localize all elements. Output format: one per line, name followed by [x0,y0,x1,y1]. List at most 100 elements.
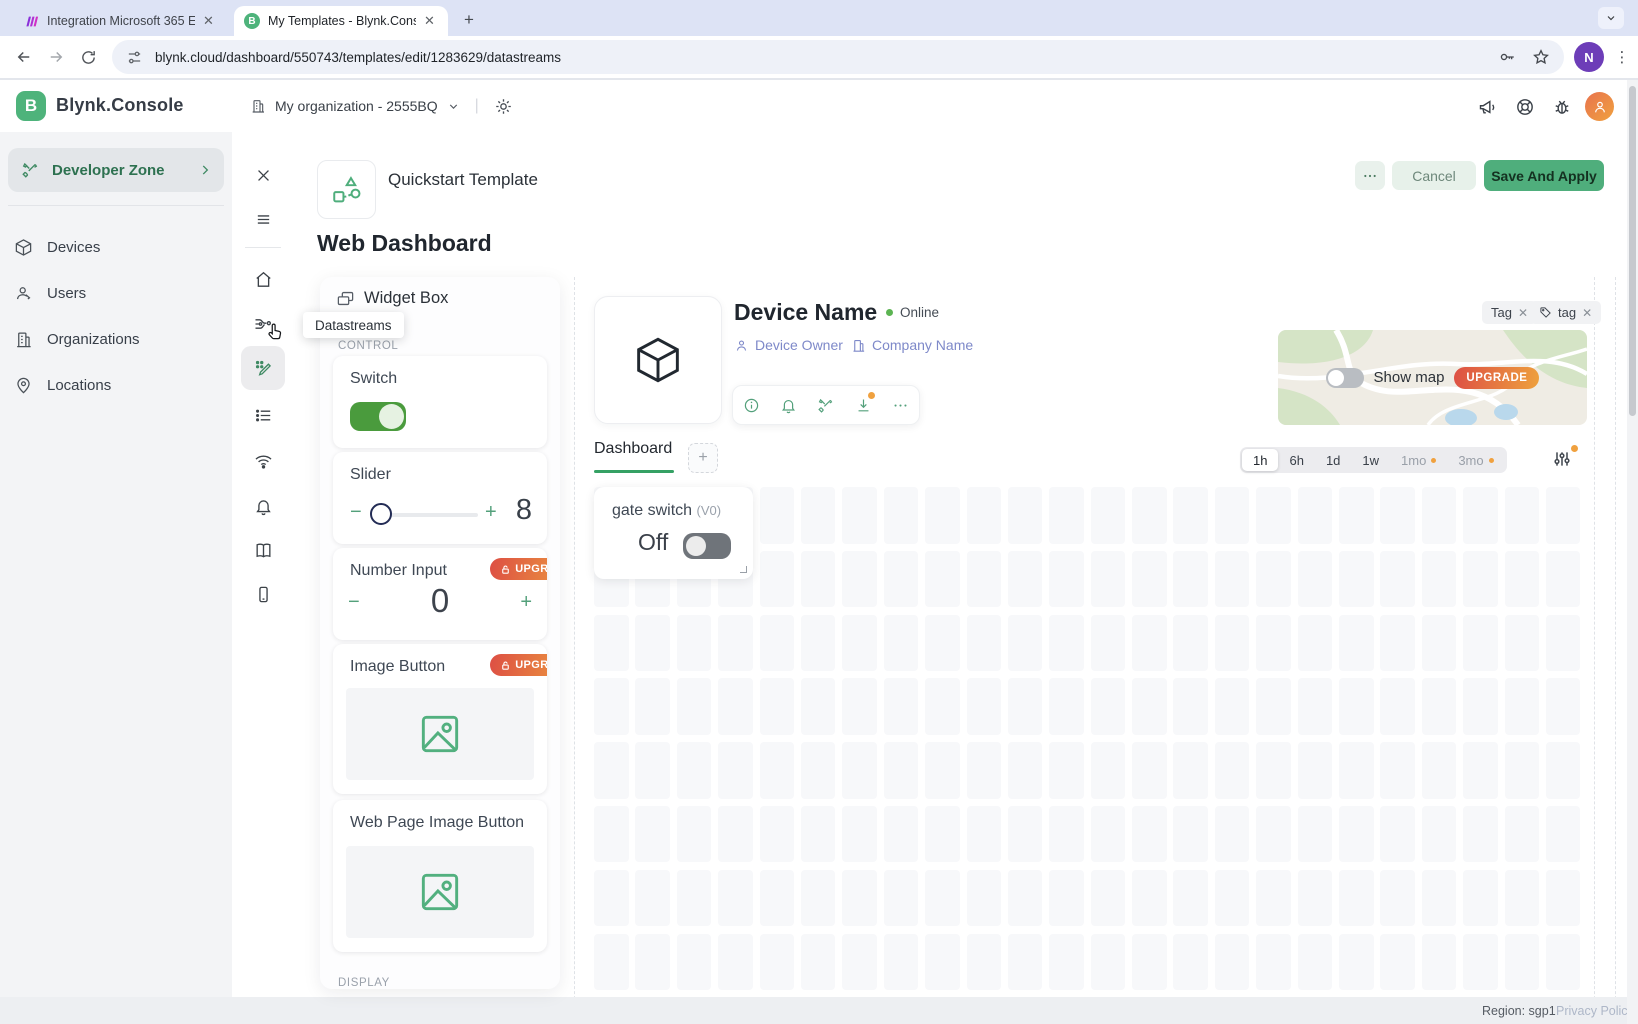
device-tag-pill[interactable]: tag ✕ [1530,301,1602,324]
page-scrollbar[interactable] [1627,80,1638,1024]
grid-cell [759,550,795,608]
add-dashboard-tab-button[interactable]: + [688,443,718,473]
rail-web-dashboard-button[interactable] [241,346,285,390]
tab-search-chevron-button[interactable] [1598,7,1624,29]
quickstart-template-icon [332,175,360,202]
download-icon [858,398,869,411]
widget-pin: (V0) [696,503,722,518]
grid-cell [1173,550,1208,608]
plus-icon[interactable]: + [520,591,532,613]
settings-gear-icon[interactable] [494,97,513,116]
close-editor-button[interactable] [241,153,285,197]
slider-track[interactable] [373,513,478,517]
switch-toggle-on[interactable] [350,402,406,431]
sidebar-item-users[interactable]: Users [0,270,232,316]
show-map-toggle-off[interactable] [1325,367,1364,388]
rail-mobile-dashboard-button[interactable] [241,572,285,616]
device-tag-pill[interactable]: Tag ✕ [1482,301,1538,324]
minus-icon[interactable]: − [350,501,362,523]
device-owner-link[interactable]: Device Owner [734,337,843,353]
save-and-apply-button[interactable]: Save And Apply [1484,160,1604,191]
slider-knob[interactable] [370,503,392,525]
range-1w[interactable]: 1w [1362,452,1380,468]
browser-menu-kebab-icon[interactable]: ⋮ [1614,49,1630,66]
widget-card-switch[interactable]: Switch [333,356,547,448]
sidebar-item-organizations[interactable]: Organizations [0,316,232,362]
grid-cell [1132,742,1167,799]
address-bar[interactable]: blynk.cloud/dashboard/550743/templates/e… [112,40,1564,74]
grid-cell [1256,933,1291,991]
tab-dashboard[interactable]: Dashboard [594,440,673,457]
device-name: Device Name [734,299,878,325]
close-icon[interactable]: ✕ [1582,305,1593,320]
blynk-logo[interactable]: B [16,91,46,121]
password-key-icon[interactable] [1498,48,1516,66]
rail-events-button[interactable] [241,484,285,528]
range-1d[interactable]: 1d [1325,452,1341,468]
sidebar-item-developer-zone[interactable]: Developer Zone [8,148,224,192]
bookmark-star-icon[interactable] [1532,48,1550,66]
person-icon [736,339,747,351]
chart-settings-button[interactable] [1552,445,1578,471]
cancel-button[interactable]: Cancel [1392,161,1476,190]
tag-icon [1540,307,1551,318]
grid-cell [966,805,1002,863]
reload-icon [81,50,95,64]
close-icon[interactable]: ✕ [203,13,214,28]
site-settings-icon[interactable] [126,49,143,66]
close-icon[interactable]: ✕ [424,13,435,28]
notifications-bell-icon[interactable] [780,397,797,414]
privacy-policy-link[interactable]: Privacy Policy [1556,1004,1634,1018]
dashboard-widget-gate-switch[interactable]: gate switch (V0) Off [594,487,753,579]
browser-profile-avatar[interactable]: N [1574,42,1604,72]
more-actions-button[interactable] [1355,161,1385,190]
support-lifebuoy-icon[interactable] [1514,96,1536,118]
minus-icon[interactable]: − [348,591,360,613]
widget-card-image-button[interactable]: Image Button UPGRADE [333,644,547,794]
firmware-download-wrap[interactable] [855,391,875,414]
section-label-control: CONTROL [338,340,399,352]
info-icon[interactable] [743,397,760,414]
range-1h[interactable]: 1h [1242,449,1279,471]
upgrade-badge[interactable]: UPGRADE [1454,366,1540,389]
range-3mo-locked[interactable]: 3mo [1447,449,1504,471]
grid-cell [1380,678,1415,735]
widget-card-web-page-image-button[interactable]: Web Page Image Button [333,800,547,952]
back-button[interactable] [12,45,36,69]
forward-button[interactable] [44,45,68,69]
announcements-megaphone-icon[interactable] [1477,96,1499,118]
rail-guide-button[interactable] [241,528,285,572]
close-icon[interactable]: ✕ [1517,305,1529,320]
device-more-ellipsis-icon[interactable] [892,397,909,414]
range-6h[interactable]: 6h [1289,452,1304,468]
rail-metadata-list-button[interactable] [241,393,285,437]
grid-cell [1463,550,1498,608]
device-tools-icon[interactable] [817,397,834,414]
company-name-link[interactable]: Company Name [851,337,973,353]
report-bug-icon[interactable] [1551,96,1573,118]
resize-handle[interactable] [740,566,747,573]
menu-button[interactable] [241,197,285,241]
sidebar-item-devices[interactable]: Devices [0,224,232,270]
widget-card-number-input[interactable]: Number Input UPGRADE − 0 + [333,548,547,640]
widget-box-header: Widget Box [336,289,448,308]
reload-button[interactable] [76,45,100,69]
plus-icon[interactable]: + [485,501,497,523]
grid-cell [800,550,836,608]
rail-connection-lifecycle-button[interactable] [241,439,285,483]
organization-selector[interactable]: My organization - 2555BQ | [250,80,513,132]
browser-tab-my-templates[interactable]: B My Templates - Blynk.Consol ✕ [234,6,448,36]
widget-card-slider[interactable]: Slider − + 8 [333,452,547,544]
new-tab-button[interactable]: + [464,10,474,29]
rail-home-button[interactable] [241,257,285,301]
rail-datastreams-button[interactable] [241,302,285,346]
sidebar-item-locations[interactable]: Locations [0,362,232,408]
gate-switch-toggle-off[interactable] [683,533,731,559]
range-1mo-locked[interactable]: 1mo [1390,449,1447,471]
scrollbar-thumb[interactable] [1629,86,1636,416]
grid-cell [676,933,712,991]
browser-tab-integration[interactable]: Integration Microsoft 365 Em ✕ [16,6,232,36]
grid-cell [1463,487,1498,544]
grid-cell [1504,550,1540,608]
user-avatar[interactable] [1585,92,1614,121]
